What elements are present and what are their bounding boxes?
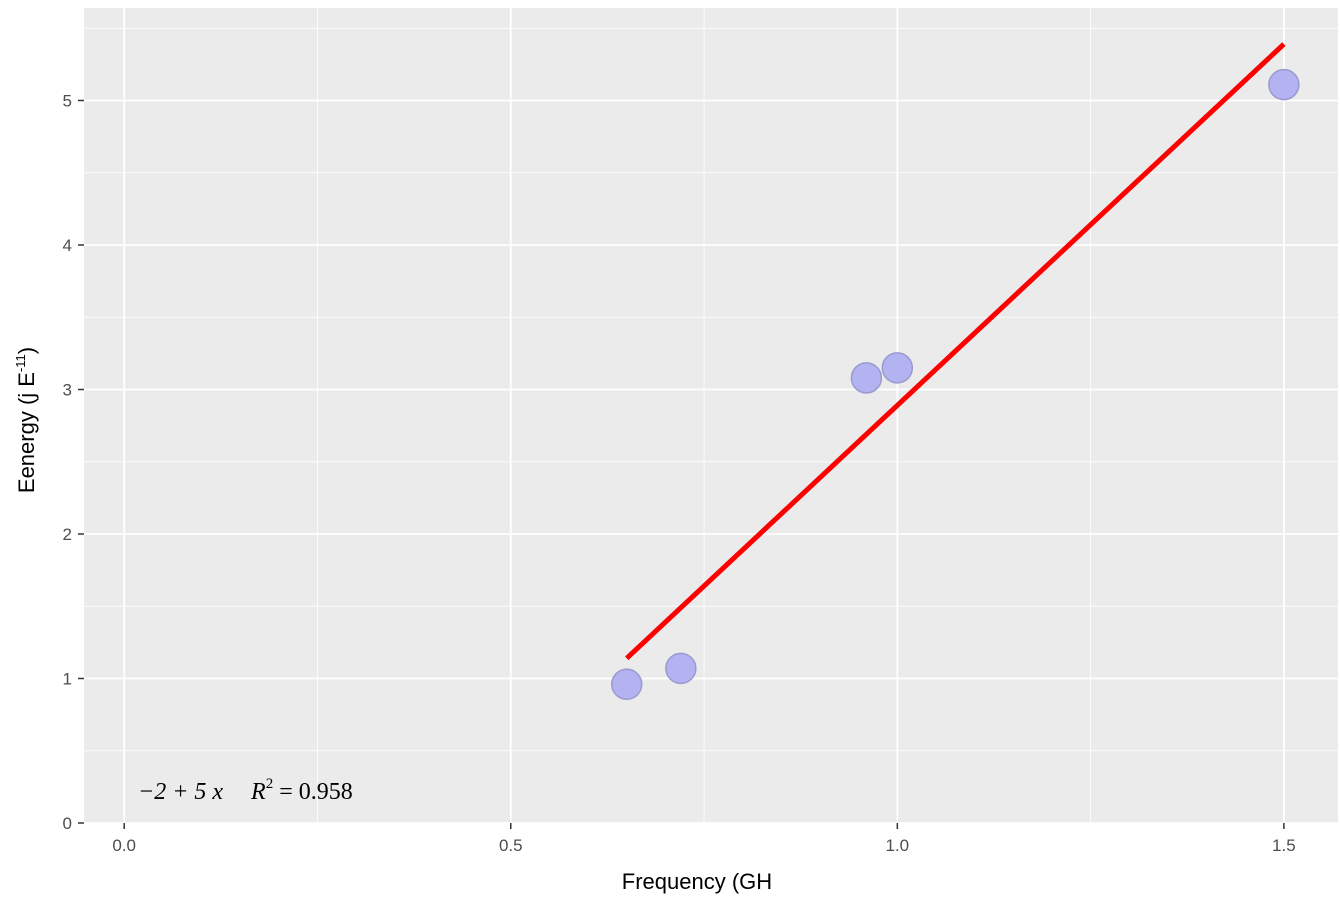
x-tick-label: 1.5 xyxy=(1272,836,1296,855)
r2-value: = 0.958 xyxy=(273,779,353,805)
data-point xyxy=(881,352,914,384)
y-axis-title-close: ) xyxy=(14,347,39,354)
major-gridlines xyxy=(84,8,1338,824)
axis-ticks xyxy=(78,99,1285,829)
data-point xyxy=(1268,68,1300,101)
minor-gridlines xyxy=(84,8,1338,823)
regression-annotation: −2 + 5 x R2 = 0.958 xyxy=(138,776,353,805)
y-tick-label: 4 xyxy=(63,236,72,255)
regression-line xyxy=(625,42,1286,661)
data-point xyxy=(850,362,883,394)
y-tick-label: 0 xyxy=(63,814,72,833)
x-axis-title: Frequency (GH xyxy=(622,869,772,894)
x-tick-labels: 0.0 0.5 1.0 1.5 xyxy=(112,836,1295,855)
equation-text: −2 + 5 x xyxy=(138,779,223,805)
x-tick-label: 1.0 xyxy=(886,836,910,855)
r2-exponent: 2 xyxy=(266,776,274,792)
data-point xyxy=(610,668,643,701)
y-tick-label: 3 xyxy=(63,380,72,399)
panel-background xyxy=(84,8,1338,823)
y-axis-title-main: Eenergy (j E xyxy=(14,372,39,493)
regression-line-group xyxy=(625,42,1286,661)
y-tick-label: 5 xyxy=(63,91,72,110)
y-tick-labels: 0 1 2 3 4 5 xyxy=(63,91,72,833)
y-axis-title-superscript: -11 xyxy=(13,354,28,372)
r2-label: R xyxy=(250,779,266,805)
y-tick-label: 1 xyxy=(63,669,72,688)
x-tick-label: 0.5 xyxy=(499,836,523,855)
data-point xyxy=(665,652,697,685)
y-axis-title: Eenergy (j E-11) xyxy=(13,347,39,493)
x-tick-label: 0.0 xyxy=(112,836,136,855)
y-tick-label: 2 xyxy=(63,525,72,544)
data-points xyxy=(610,68,1300,701)
